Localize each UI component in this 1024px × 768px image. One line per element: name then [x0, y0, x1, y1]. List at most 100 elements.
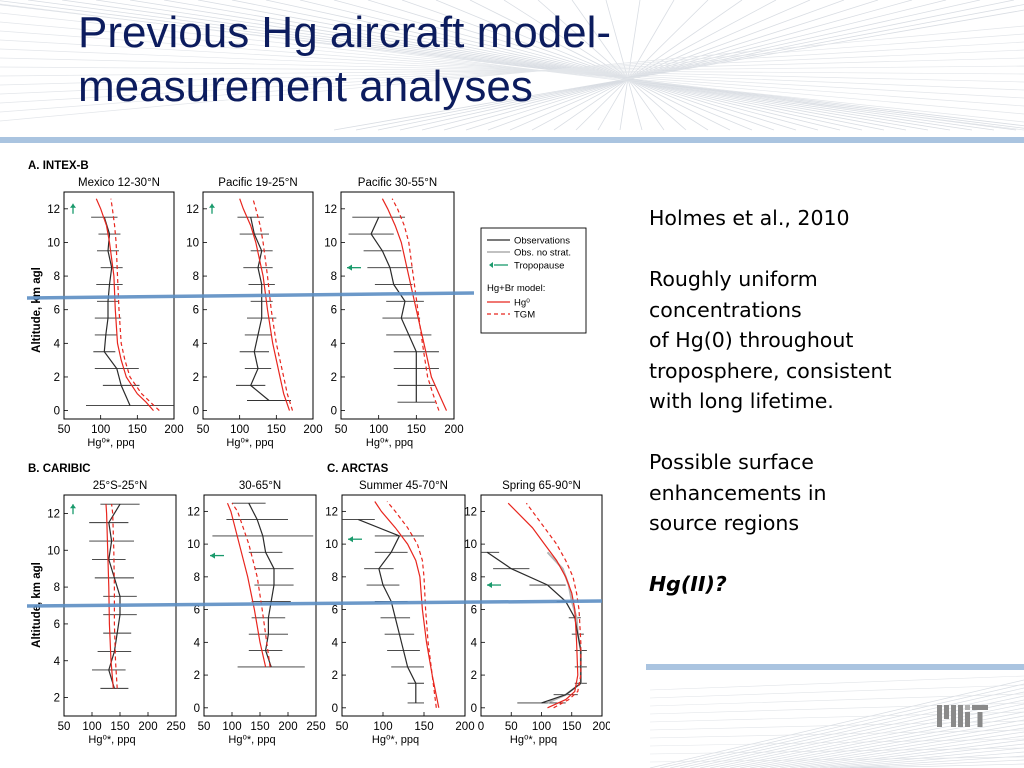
observations-line [486, 551, 582, 704]
x-tick-label: 200 [164, 424, 183, 436]
x-tick-label: 100 [369, 424, 388, 436]
y-tick-label: 2 [54, 693, 60, 705]
x-tick-label: 200 [303, 424, 322, 436]
y-tick-label: 8 [54, 271, 60, 283]
y-tick-label: 6 [471, 605, 477, 617]
deco-line [333, 0, 819, 131]
y-tick-label: 12 [187, 506, 200, 518]
y-tick-label: 0 [54, 406, 60, 418]
x-axis-label: Hg⁰*, ppq [87, 437, 134, 449]
note-line: Roughly uniform [649, 267, 818, 291]
note-line: of Hg(0) throughout [649, 328, 854, 352]
deco-line [0, 65, 1024, 77]
y-tick-label: 10 [186, 237, 199, 249]
deco-line [265, 0, 863, 131]
deco-line [839, 755, 1024, 768]
panel-title: Summer 45-70°N [359, 480, 448, 492]
y-tick-label: 2 [332, 670, 338, 682]
x-tick-label: 50 [58, 424, 71, 436]
y-tick-label: 12 [325, 506, 338, 518]
note-line: Hg(II)? [649, 572, 727, 596]
note-line: enhancements in [649, 480, 827, 505]
y-tick-label: 4 [54, 338, 61, 350]
note-hg-ii: Hg(II)? [649, 569, 979, 600]
panel-title: Pacific 19-25°N [218, 177, 297, 189]
y-tick-label: 12 [186, 204, 199, 216]
x-tick-label: 150 [128, 424, 147, 436]
y-tick-label: 10 [324, 237, 337, 249]
x-tick-label: 200 [455, 721, 474, 733]
deco-line [509, 0, 811, 131]
legend-tropopause-arrow [489, 262, 493, 268]
deco-line [0, 12, 1024, 123]
y-tick-label: 10 [47, 237, 60, 249]
note-citation: Holmes et al., 2010 [649, 203, 979, 234]
panel-1: Mexico 12-30°N 0 2 4 6 8 10 12 50 100 150 200 Hg⁰*, … [47, 177, 183, 449]
deco-line [649, 756, 1024, 763]
x-tick-label: 50 [58, 721, 71, 733]
x-tick-label: 150 [562, 721, 581, 733]
highlight-line-top [26, 291, 475, 300]
observations-line [358, 519, 417, 703]
tropopause-arrow-head [70, 504, 76, 509]
deco-line [355, 4, 1024, 131]
x-axis-label: Hg⁰*, ppq [372, 734, 419, 746]
deco-line [421, 0, 947, 131]
deco-line [649, 747, 1024, 755]
model-tgm-line [252, 198, 294, 411]
y-tick-label: 12 [464, 506, 477, 518]
y-tick-label: 8 [193, 271, 199, 283]
tropopause-arrow-head [209, 203, 215, 208]
y-tick-label: 8 [332, 572, 338, 584]
deco-line [0, 39, 1024, 99]
y-tick-label: 2 [471, 670, 477, 682]
legend-hg0-label: Hg⁰ [514, 298, 530, 309]
model-tgm-line [386, 501, 437, 708]
note-line: source regions [649, 511, 800, 535]
x-tick-label: 250 [166, 721, 185, 733]
y-tick-label: 0 [193, 406, 199, 418]
legend-frame [480, 227, 587, 334]
y-tick-label: 2 [331, 372, 337, 384]
deco-line [849, 759, 1024, 768]
section-label-a: A. INTEX-B [28, 160, 89, 172]
deco-line [859, 763, 1024, 768]
plot-frame [340, 191, 455, 420]
x-axis-label: Hg⁰*, ppq [510, 734, 557, 746]
y-tick-label: 0 [194, 703, 200, 715]
x-tick-label: 200 [138, 721, 157, 733]
x-tick-label: 50 [198, 721, 211, 733]
deco-line [739, 715, 1024, 768]
y-tick-label: 2 [194, 670, 200, 682]
y-axis-label: Altitude, km agl [31, 267, 43, 353]
panel-2: Pacific 19-25°N 0 2 4 6 8 10 12 50 100 150 200 Hg⁰*,… [186, 177, 322, 449]
deco-line [333, 9, 1024, 131]
y-tick-label: 12 [47, 204, 60, 216]
deco-line [537, 0, 687, 131]
highlight-line-bottom [26, 599, 603, 608]
panel-title: 25°S-25°N [93, 480, 148, 492]
note-surface-enhancements: Possible surface enhancements in source … [649, 447, 979, 539]
y-tick-label: 4 [54, 656, 61, 668]
x-tick-label: 0 [478, 721, 484, 733]
deco-line [709, 703, 1024, 768]
tropopause-arrow-head [210, 552, 215, 559]
panel-title: Pacific 30-55°N [358, 177, 437, 189]
deco-line [669, 687, 1024, 768]
x-tick-label: 50 [335, 424, 348, 436]
deco-line [789, 735, 1024, 768]
section-label-c: C. ARCTAS [327, 463, 389, 475]
deco-line [0, 57, 1024, 83]
y-tick-label: 8 [194, 572, 200, 584]
section-label-b: B. CARIBIC [28, 463, 91, 475]
x-tick-label: 200 [278, 721, 297, 733]
plot-frame [63, 191, 175, 420]
y-tick-label: 6 [331, 305, 337, 317]
legend-obs-no-strat-label: Obs. no strat. [514, 248, 571, 259]
y-tick-label: 4 [332, 637, 339, 649]
x-tick-label: 150 [250, 721, 269, 733]
model-tgm-line [110, 198, 160, 412]
note-line: Holmes et al., 2010 [649, 206, 850, 230]
panel-4: 25°S-25°N 2 4 6 8 10 12 50 100 150 200 250 Hg⁰*, ppq [47, 480, 185, 746]
x-tick-label: 100 [222, 721, 241, 733]
